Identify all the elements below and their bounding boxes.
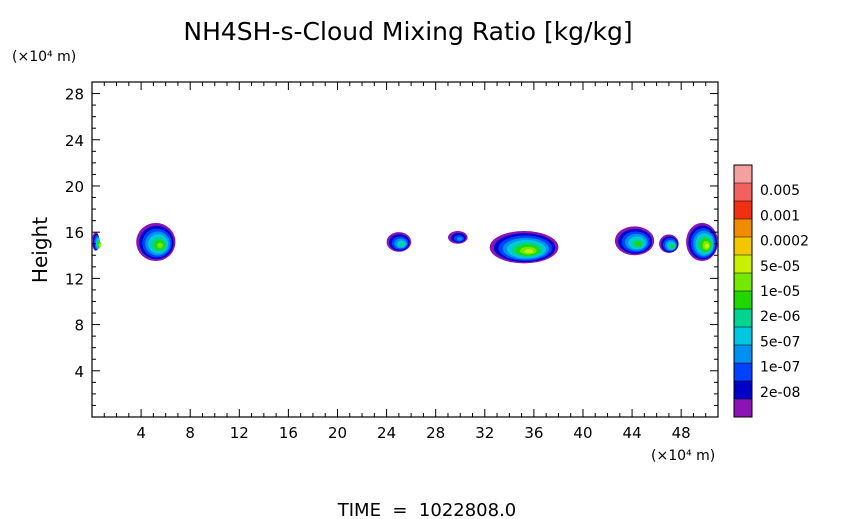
colorbar-swatch	[734, 201, 752, 219]
y-tick-label: 12	[65, 270, 84, 288]
x-tick-label: 4	[136, 424, 146, 442]
cloud-region	[489, 231, 559, 264]
colorbar-swatch	[734, 327, 752, 345]
cloud-region	[136, 222, 176, 262]
cloud-region	[386, 232, 412, 252]
x-tick-label: 32	[475, 424, 494, 442]
x-tick-label: 36	[524, 424, 543, 442]
cloud-cell	[456, 237, 463, 241]
y-axis: 4 8 12 16 20 24 28	[65, 86, 718, 406]
colorbar-swatch	[734, 183, 752, 201]
x-tick-label: 16	[279, 424, 298, 442]
cloud-region	[614, 226, 655, 256]
colorbar-swatch	[734, 399, 752, 417]
x-tick-label: 28	[426, 424, 445, 442]
cloud-region	[92, 232, 102, 251]
y-tick-label: 24	[65, 132, 84, 150]
colorbar-swatch	[734, 363, 752, 381]
colorbar-swatch	[734, 309, 752, 327]
colorbar-swatch	[734, 165, 752, 183]
colorbar-swatch	[734, 237, 752, 255]
x-tick-label: 12	[230, 424, 249, 442]
cloud-region	[659, 234, 679, 253]
cloud-cell	[98, 244, 102, 247]
colorbar-label: 0.0002	[760, 234, 809, 250]
time-footer: TIME = 1022808.0	[337, 500, 517, 519]
colorbar-label: 1e-07	[760, 360, 800, 376]
colorbar-swatch	[734, 255, 752, 273]
y-tick-label: 4	[74, 363, 84, 381]
y-tick-label: 16	[65, 224, 84, 242]
y-unit-label: (×10⁴ m)	[12, 49, 76, 65]
cloud-cell	[399, 242, 405, 247]
colorbar-label: 2e-06	[760, 309, 800, 325]
cloud-cell	[157, 242, 163, 249]
colorbar-label: 0.005	[760, 183, 800, 199]
x-axis: 4 8 12 16 20 24 28 32 36 40 44 48	[103, 82, 707, 442]
x-tick-label: 20	[328, 424, 347, 442]
colorbar-swatch	[734, 291, 752, 309]
x-tick-label: 48	[672, 424, 691, 442]
cloud-cell	[704, 243, 709, 249]
colorbar-label: 1e-05	[760, 284, 800, 300]
cloud-cell	[524, 249, 534, 254]
cloud-cell	[634, 241, 642, 247]
cloud-regions	[92, 222, 718, 264]
chart-title: NH4SH-s-Cloud Mixing Ratio [kg/kg]	[183, 17, 632, 46]
cloud-cell	[670, 245, 675, 249]
x-tick-label: 24	[377, 424, 396, 442]
colorbar-swatch	[734, 381, 752, 399]
y-tick-label: 8	[74, 317, 84, 335]
x-unit-label: (×10⁴ m)	[651, 448, 715, 464]
colorbar-label: 0.001	[760, 208, 800, 224]
colorbar-label: 5e-05	[760, 259, 800, 275]
colorbar-label: 2e-08	[760, 385, 800, 401]
y-axis-label: Height	[28, 217, 52, 283]
x-tick-label: 8	[185, 424, 195, 442]
colorbar-label: 5e-07	[760, 334, 800, 350]
colorbar-swatch	[734, 273, 752, 291]
colorbar-swatch	[734, 345, 752, 363]
cloud-region	[447, 231, 468, 244]
colorbar-legend: 0.005 0.001 0.0002 5e-05 1e-05 2e-06 5e-07 1e-0…	[733, 164, 809, 418]
cloud-region	[686, 222, 718, 262]
colorbar-swatch	[734, 219, 752, 237]
y-tick-label: 28	[65, 86, 84, 104]
x-tick-label: 44	[623, 424, 642, 442]
x-tick-label: 40	[573, 424, 592, 442]
y-tick-label: 20	[65, 178, 84, 196]
